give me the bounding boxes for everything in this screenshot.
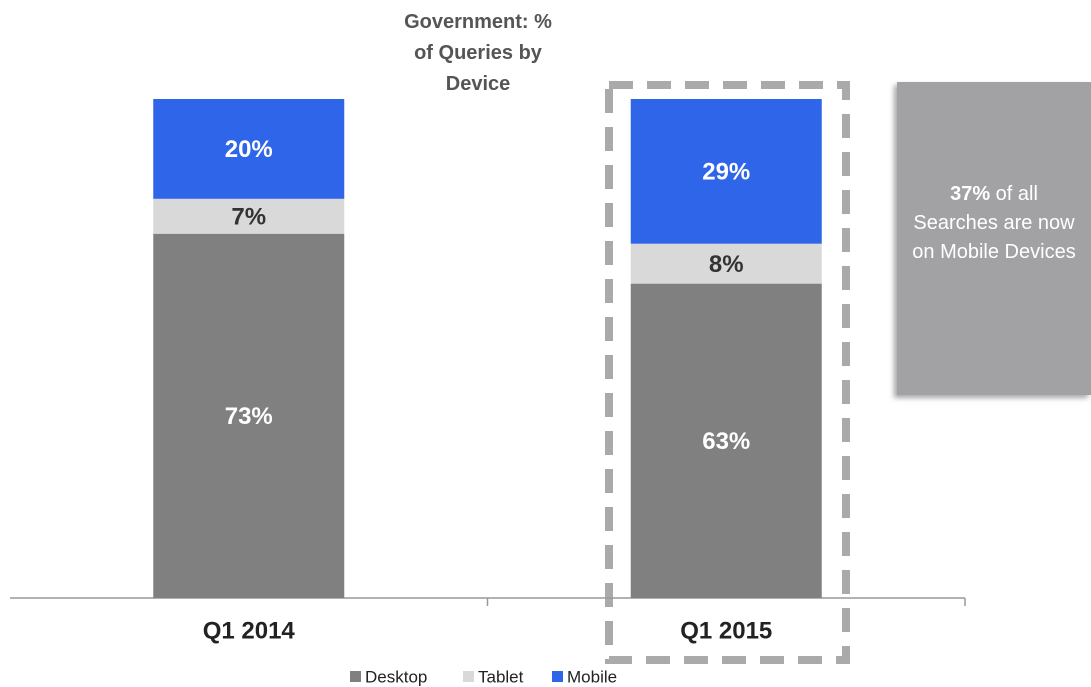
bar-segment	[630, 283, 822, 598]
bar-segment	[630, 99, 822, 244]
value-label: 7%	[231, 204, 266, 231]
annotation-text: 37% of all Searches are now on Mobile De…	[911, 180, 1077, 267]
bar-segment	[153, 198, 345, 234]
legend-label: Tablet	[478, 667, 524, 686]
bar-segment	[630, 243, 822, 284]
legend-swatch	[350, 671, 361, 682]
annotation-box: 37% of all Searches are now on Mobile De…	[897, 82, 1091, 395]
value-label: 63%	[702, 428, 750, 455]
bar-segment	[153, 233, 345, 599]
value-label: 8%	[709, 251, 744, 278]
x-tick-label: Q1 2014	[203, 617, 296, 644]
value-label: 20%	[225, 136, 273, 163]
highlight-frame	[605, 81, 850, 664]
legend-swatch	[463, 671, 474, 682]
value-label: 73%	[225, 403, 273, 430]
legend-label: Desktop	[365, 667, 427, 686]
legend-label: Mobile	[567, 667, 617, 686]
value-label: 29%	[702, 159, 750, 186]
x-tick-label: Q1 2015	[680, 617, 772, 644]
bar-segment	[153, 99, 345, 199]
annotation-highlight: 37%	[950, 183, 991, 205]
chart-title: Government: % of Queries by Device	[404, 11, 552, 95]
annotation-body: of all Searches are now on Mobile Device…	[912, 183, 1076, 263]
legend-swatch	[552, 671, 563, 682]
